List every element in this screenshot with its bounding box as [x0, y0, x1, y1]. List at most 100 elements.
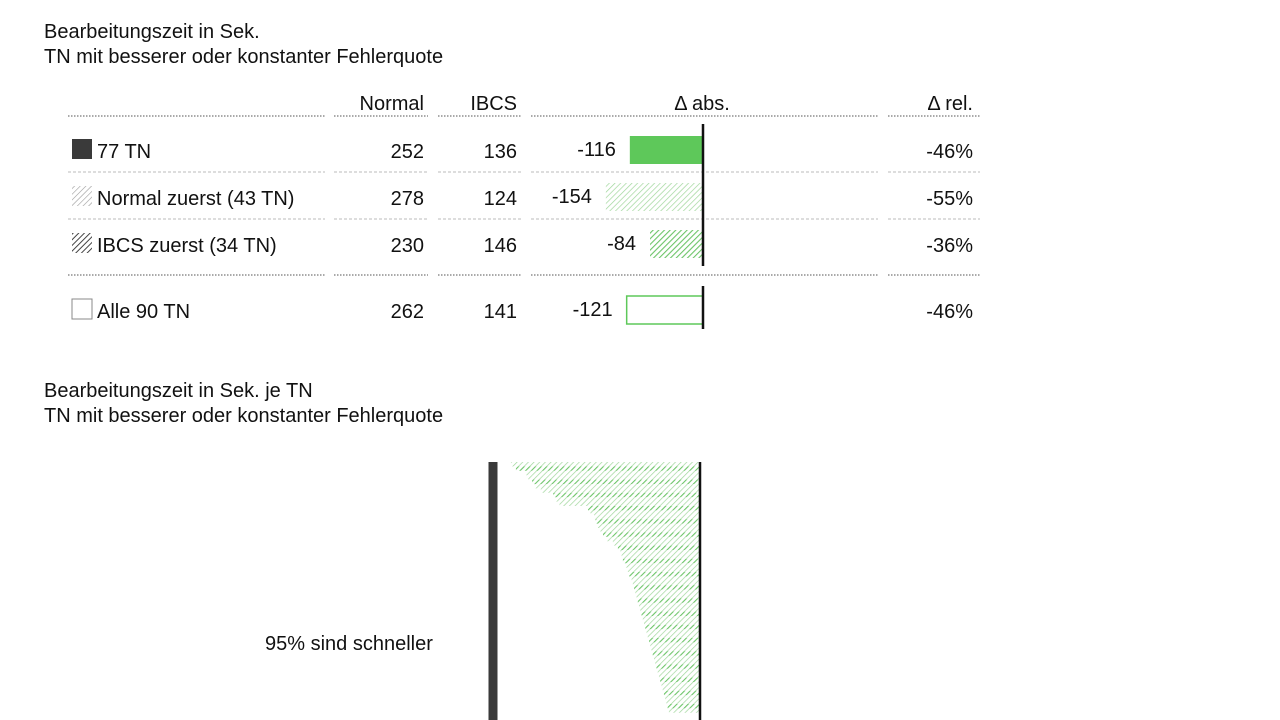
table-row: 77 TN 252 136 -116 -46%: [72, 136, 973, 164]
participant-bar: [617, 545, 700, 550]
participant-bar: [637, 598, 700, 603]
participant-bar: [636, 594, 700, 599]
delta-abs-label: -84: [607, 233, 636, 255]
distribution-chart-title-block: Bearbeitungszeit in Sek. je TN TN mit be…: [44, 379, 443, 429]
row-label: IBCS zuerst (34 TN): [97, 235, 277, 257]
delta-abs-bar: [650, 230, 703, 258]
participant-bar: [525, 470, 700, 476]
ibcs-value: 146: [484, 235, 517, 257]
participant-bar: [553, 492, 700, 498]
ibcs-value: 124: [484, 188, 517, 210]
normal-value: 252: [391, 141, 424, 163]
participant-bar: [647, 633, 700, 638]
participant-bar: [646, 629, 700, 634]
col-header-delta-rel: Δ rel.: [927, 93, 973, 115]
participant-bar: [528, 475, 700, 480]
participant-bar: [590, 510, 700, 515]
legend-swatch: [72, 186, 92, 206]
delta-rel-value: -36%: [926, 235, 973, 257]
row-label: Normal zuerst (43 TN): [97, 188, 294, 210]
delta-abs-label: -154: [552, 186, 592, 208]
participant-bar: [515, 466, 700, 471]
delta-abs-bar: [629, 136, 703, 164]
col-header-normal: Normal: [360, 93, 424, 115]
participant-bar: [651, 646, 700, 652]
normal-value: 278: [391, 188, 424, 210]
ibcs-value: 136: [484, 141, 517, 163]
participant-bar: [642, 616, 700, 621]
col-header-delta-abs: Δ abs.: [674, 93, 730, 115]
participant-bar: [645, 624, 700, 630]
table-chart-title-block: Bearbeitungszeit in Sek. TN mit besserer…: [44, 20, 443, 70]
participant-bar: [656, 664, 700, 669]
participant-bar: [598, 523, 700, 528]
participant-bar: [650, 642, 700, 647]
participant-bar: [652, 651, 700, 656]
participant-bar: [612, 541, 700, 546]
table-row: Normal zuerst (43 TN) 278 124 -154 -55%: [72, 183, 973, 211]
participant-bar: [629, 572, 700, 577]
delta-rel-value: -46%: [926, 141, 973, 163]
participant-bar: [620, 550, 700, 555]
participant-bar: [635, 589, 700, 594]
row-label: 77 TN: [97, 141, 151, 163]
participant-bar: [657, 668, 700, 674]
participant-bar: [634, 585, 700, 590]
delta-abs-bar: [605, 183, 703, 211]
participant-bar: [534, 484, 700, 489]
participant-bar: [559, 501, 700, 506]
participant-bar: [663, 690, 700, 696]
participant-bar: [665, 695, 700, 700]
participant-bar: [594, 514, 700, 520]
participant-bar: [625, 563, 700, 568]
participant-bar: [595, 519, 700, 524]
participant-bar: [658, 673, 700, 678]
participant-bar: [644, 620, 700, 625]
participant-bar: [622, 558, 700, 564]
row-label: Alle 90 TN: [97, 301, 190, 323]
legend-swatch: [71, 298, 93, 320]
participant-bar: [661, 682, 700, 687]
legend-swatch: [72, 233, 92, 253]
participant-bar: [662, 686, 700, 691]
participant-bar: [532, 479, 700, 484]
table-chart-title: Bearbeitungszeit in Sek.: [44, 21, 260, 43]
participant-bar: [660, 677, 700, 682]
delta-abs-label: -121: [573, 299, 613, 321]
participant-bar: [555, 497, 700, 502]
distribution-chart-title: Bearbeitungszeit in Sek. je TN: [44, 380, 313, 402]
participant-bar: [655, 660, 700, 665]
delta-table-chart: Normal IBCS Δ abs. Δ rel. 77 TN 252 136 -116 -4…: [68, 93, 980, 329]
legend-swatch: [72, 139, 92, 159]
participant-bar: [667, 704, 700, 709]
participant-bar: [632, 580, 700, 586]
participant-bar: [510, 462, 700, 467]
participant-bar: [649, 638, 700, 643]
participant-bar: [631, 576, 700, 581]
participant-bar: [641, 611, 700, 616]
participant-bar: [668, 708, 700, 713]
total-row: Alle 90 TN 262 141 -121 -46%: [71, 295, 973, 325]
participant-bar: [627, 567, 700, 572]
participant-bar: [606, 536, 700, 542]
participant-bar: [653, 655, 700, 660]
ibcs-value: 141: [484, 301, 517, 323]
normal-value: 262: [391, 301, 424, 323]
col-header-ibcs: IBCS: [470, 93, 517, 115]
participant-bar: [639, 602, 700, 608]
participant-bar: [640, 607, 700, 612]
delta-rel-value: -55%: [926, 188, 973, 210]
table-chart-subtitle: TN mit besserer oder konstanter Fehlerqu…: [44, 46, 444, 68]
delta-abs-bar: [625, 295, 704, 325]
delta-abs-label: -116: [577, 139, 616, 161]
participant-bar: [600, 528, 700, 533]
table-row: IBCS zuerst (34 TN) 230 146 -84 -36%: [72, 230, 973, 258]
participant-bar: [621, 554, 700, 559]
participant-bar: [540, 488, 700, 493]
normal-value: 230: [391, 235, 424, 257]
faster-annotation: 95% sind schneller: [265, 633, 433, 655]
delta-rel-value: -46%: [926, 301, 973, 323]
participant-bar: [588, 506, 700, 511]
distribution-chart-subtitle: TN mit besserer oder konstanter Fehlerqu…: [44, 405, 444, 427]
